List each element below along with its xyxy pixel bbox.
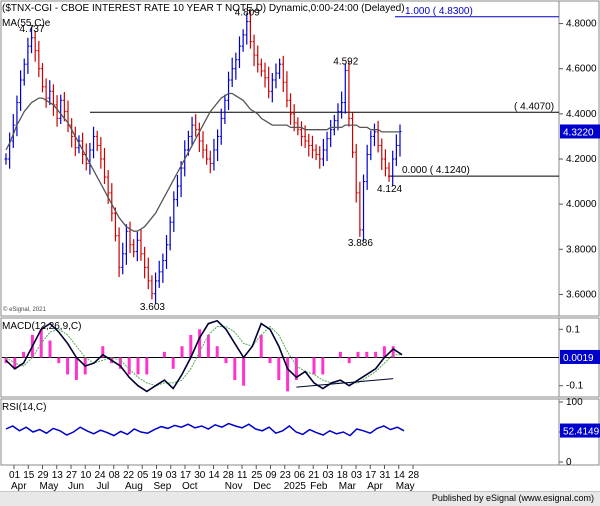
x-date-label: 21 — [308, 470, 320, 481]
chart-labels: ($TNX-CGI - CBOE INTEREST RATE 10 YEAR T… — [2, 3, 405, 413]
x-date-label: 14 — [394, 470, 406, 481]
level-label-0: 1.000 ( 4.8300) — [405, 6, 473, 17]
x-month-label: Mar — [339, 481, 357, 492]
rsi-panel: 10050052.4149 — [5, 397, 600, 468]
x-date-label: 03 — [351, 470, 363, 481]
x-date-label: 08 — [109, 470, 121, 481]
macd-line — [5, 319, 403, 393]
macd-tick-label: -0.1 — [566, 381, 584, 392]
x-date-label: 19 — [152, 470, 164, 481]
rsi-last-tag — [560, 423, 600, 438]
x-date-label: 06 — [294, 470, 306, 481]
price-tick-label: 4.6000 — [566, 64, 597, 75]
x-month-label: Nov — [225, 481, 243, 492]
x-date-label: 23 — [280, 470, 292, 481]
ma-legend: MA(55,C)e — [2, 18, 51, 29]
price-tick-label: 4.4000 — [566, 109, 597, 120]
x-date-label: 27 — [66, 470, 78, 481]
macd-last-value: 0.0019 — [563, 353, 594, 364]
rsi-tick-label: 0 — [566, 457, 572, 468]
x-date-label: 03 — [166, 470, 178, 481]
x-date-label: 29 — [38, 470, 50, 481]
x-month-label: Aug — [125, 481, 143, 492]
price-annotation: 3.603 — [140, 302, 165, 313]
price-annotation: 4.809 — [235, 8, 260, 19]
macd-tick-label: 0.1 — [566, 324, 580, 335]
footer-bar: Published by eSignal (www.esignal.com) — [0, 491, 600, 506]
x-month-label: 2025 — [284, 481, 307, 492]
price-annotation: 4.124 — [377, 184, 402, 195]
rsi-tick-label: 100 — [566, 397, 583, 408]
price-annotation: 4.592 — [333, 57, 358, 68]
x-month-label: May — [40, 481, 59, 492]
macd-legend: MACD(12,26,9,C) — [2, 321, 81, 332]
credit-text: © eSignal, 2021 — [3, 306, 46, 313]
x-date-label: 15 — [23, 470, 35, 481]
x-month-label: Sep — [154, 481, 172, 492]
last-price-value: 4.3220 — [563, 127, 594, 138]
price-tick-label: 3.8000 — [566, 244, 597, 255]
last-price-tag — [560, 124, 600, 139]
x-date-label: 18 — [337, 470, 349, 481]
x-month-label: May — [396, 481, 415, 492]
x-date-label: 30 — [194, 470, 206, 481]
price-tick-label: 4.2000 — [566, 154, 597, 165]
price-annotation: 3.886 — [348, 238, 373, 249]
price-panel: 4.8000 4.6000 4.4000 4.2000 4.0000 3.8000 3.60… — [4, 6, 600, 313]
x-date-label: 03 — [323, 470, 335, 481]
price-tick-label: 4.0000 — [566, 199, 597, 210]
x-month-label: Jul — [97, 481, 110, 492]
x-month-label: Oct — [182, 481, 198, 492]
rsi-legend: RSI(14,C) — [2, 402, 46, 413]
level-label-2: 0.000 ( 4.1240) — [402, 165, 470, 176]
price-tick-label: 4.8000 — [566, 19, 597, 30]
x-date-label: 17 — [365, 470, 377, 481]
x-date-label: 09 — [266, 470, 278, 481]
rsi-last-value: 52.4149 — [563, 427, 600, 438]
x-date-label: 28 — [408, 470, 420, 481]
x-month-label: Feb — [310, 481, 328, 492]
x-month-label: Dec — [253, 481, 271, 492]
x-month-label: Jun — [68, 481, 84, 492]
chart-title: ($TNX-CGI - CBOE INTEREST RATE 10 YEAR T… — [2, 3, 405, 14]
x-month-label: Apr — [367, 481, 383, 492]
rsi-line — [5, 422, 405, 437]
x-date-label: 14 — [209, 470, 221, 481]
x-date-label: 31 — [380, 470, 392, 481]
macd-divergence-line — [296, 378, 394, 388]
price-tick-label: 3.6000 — [566, 289, 597, 300]
panel-frame-1 — [0, 0, 600, 317]
x-date-label: 17 — [180, 470, 192, 481]
macd-panel: 0.1 -0.1 0.0019 — [2, 319, 600, 393]
x-date-label: 13 — [52, 470, 64, 481]
level-label-1: ( 4.4070) — [514, 101, 554, 112]
x-date-label: 28 — [223, 470, 235, 481]
x-date-label: 01 — [9, 470, 21, 481]
x-date-label: 22 — [123, 470, 135, 481]
x-date-label: 25 — [251, 470, 263, 481]
ma-line — [5, 92, 400, 232]
footer-publisher: Published by eSignal (www.esignal.com) — [431, 493, 594, 503]
x-axis: 01 15 29 13 27 10 24 08 22 05 19 03 17 30 14 28 11 25 09 23… — [9, 465, 420, 492]
x-month-label: Apr — [11, 481, 27, 492]
price-annotation: 4.737 — [20, 24, 45, 35]
x-date-label: 11 — [237, 470, 248, 481]
x-date-label: 24 — [95, 470, 107, 481]
x-date-label: 05 — [137, 470, 149, 481]
macd-last-tag — [560, 349, 600, 364]
x-date-label: 10 — [80, 470, 92, 481]
